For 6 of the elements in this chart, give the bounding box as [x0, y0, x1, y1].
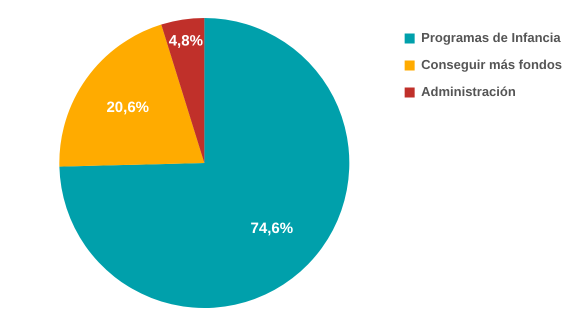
- legend-label: Conseguir más fondos: [421, 57, 562, 72]
- data-label: 20,6%: [106, 99, 150, 116]
- data-label: 74,6%: [250, 220, 294, 237]
- legend-label: Programas de Infancia: [421, 30, 562, 46]
- data-label: 4,8%: [168, 32, 203, 50]
- legend-label: Administración: [421, 84, 516, 100]
